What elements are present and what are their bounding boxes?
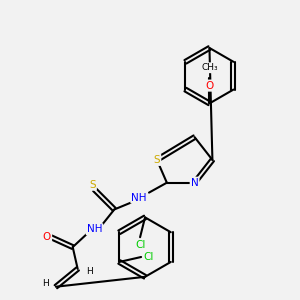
Text: CH₃: CH₃	[201, 63, 218, 72]
Text: Cl: Cl	[135, 240, 145, 250]
Text: Cl: Cl	[144, 252, 154, 262]
Text: O: O	[43, 232, 51, 242]
Text: H: H	[86, 267, 93, 276]
Text: NH: NH	[87, 224, 102, 234]
Text: O: O	[205, 81, 214, 91]
Text: N: N	[191, 178, 199, 188]
Text: NH: NH	[131, 193, 147, 202]
Text: H: H	[43, 279, 49, 288]
Text: S: S	[154, 155, 160, 165]
Text: S: S	[89, 180, 96, 190]
